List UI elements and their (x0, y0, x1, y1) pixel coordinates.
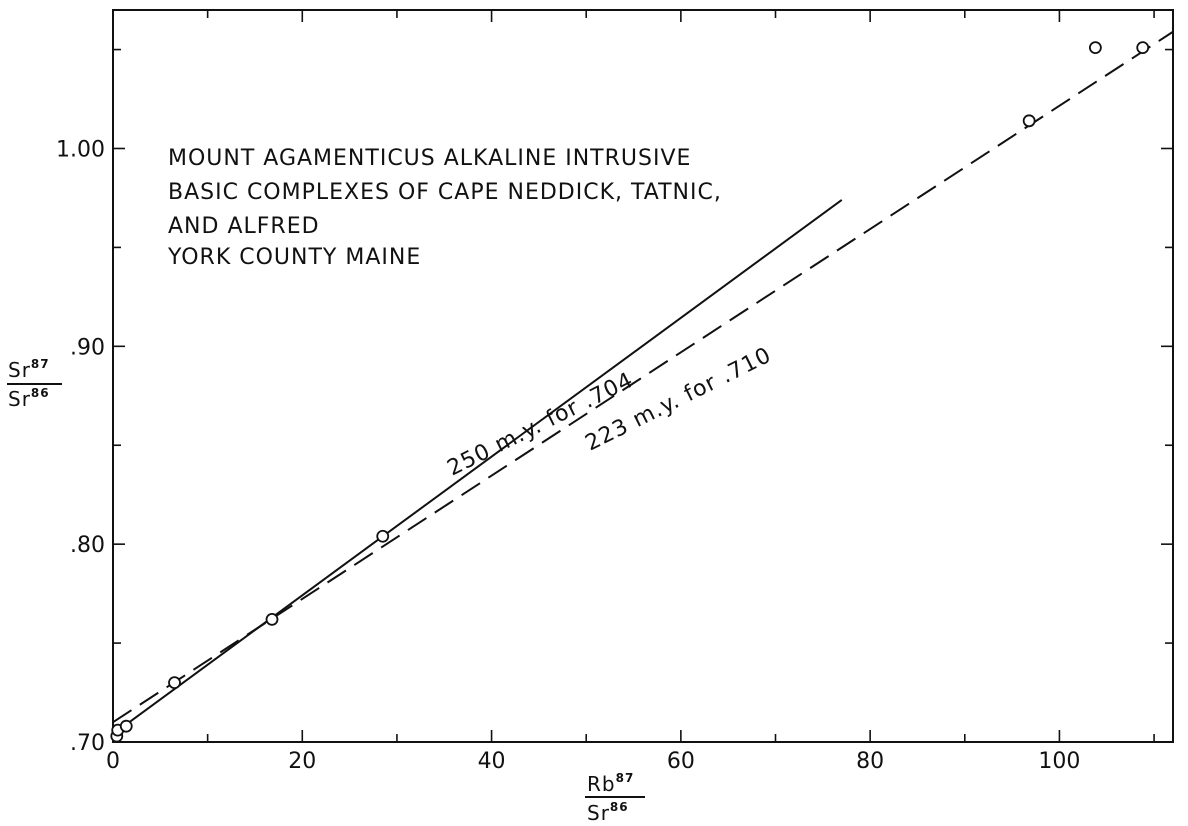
x-tick-label: 80 (856, 749, 884, 774)
y-label-bottom: Sr86 (8, 386, 50, 411)
data-point (265, 612, 279, 626)
x-tick-label: 100 (1038, 749, 1080, 774)
title-line-3: AND ALFRED (168, 214, 320, 239)
x-axis-label: Rb87 Sr86 (585, 771, 645, 825)
data-point (119, 719, 133, 733)
fit-lines-layer (112, 30, 1174, 735)
x-tick-label: 60 (667, 749, 695, 774)
y-axis-label: Sr87 Sr86 (7, 357, 62, 411)
data-point (168, 676, 181, 690)
x-tick-label: 20 (288, 749, 316, 774)
ticks-layer: 0 20 40 60 80 100 .70 .80 .90 1.00 (56, 10, 1173, 774)
data-point (1136, 41, 1150, 54)
title-line-2: BASIC COMPLEXES OF CAPE NEDDICK, TATNIC, (168, 180, 722, 205)
fit-labels: 250 m.y. for .704 223 m.y. for .710 (444, 343, 776, 482)
x-tick-label: 40 (478, 749, 506, 774)
chart-title: MOUNT AGAMENTICUS ALKALINE INTRUSIVE BAS… (167, 146, 722, 270)
x-label-bottom: Sr86 (587, 800, 629, 825)
data-point (376, 529, 390, 543)
data-point (1088, 41, 1102, 54)
y-tick-label: 1.00 (56, 137, 105, 162)
title-line-1: MOUNT AGAMENTICUS ALKALINE INTRUSIVE (168, 146, 691, 171)
x-tick-label: 0 (106, 749, 120, 774)
isochron-line-dashed (112, 30, 1174, 724)
y-label-top: Sr87 (8, 357, 50, 382)
plot-frame (112, 9, 1174, 743)
title-line-4: YORK COUNTY MAINE (167, 245, 421, 270)
data-point (1022, 114, 1036, 128)
y-tick-label: .80 (70, 533, 105, 558)
y-tick-label: .70 (70, 731, 105, 756)
y-tick-label: .90 (70, 335, 105, 360)
data-points-layer (110, 41, 1150, 743)
isochron-line-solid (112, 199, 843, 735)
x-label-top: Rb87 (587, 771, 634, 796)
